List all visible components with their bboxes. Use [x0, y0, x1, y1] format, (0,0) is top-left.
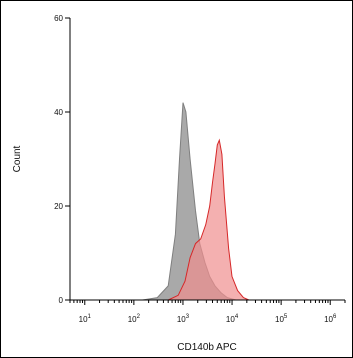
x-tick-label: 104 [226, 314, 239, 324]
x-tick-label: 105 [275, 314, 288, 324]
x-axis-title: CD140b APC [177, 342, 236, 353]
histogram-series-2 [167, 138, 250, 301]
y-tick-label: 20 [54, 202, 63, 211]
x-tick-label: 106 [324, 314, 337, 324]
x-tick-label: 102 [128, 314, 141, 324]
y-tick-label: 60 [54, 14, 63, 23]
y-tick-label: 40 [54, 108, 63, 117]
x-tick-label: 101 [79, 314, 92, 324]
x-tick-label: 103 [177, 314, 190, 324]
y-axis-title: Count [12, 145, 23, 172]
y-tick-label: 0 [59, 296, 64, 305]
